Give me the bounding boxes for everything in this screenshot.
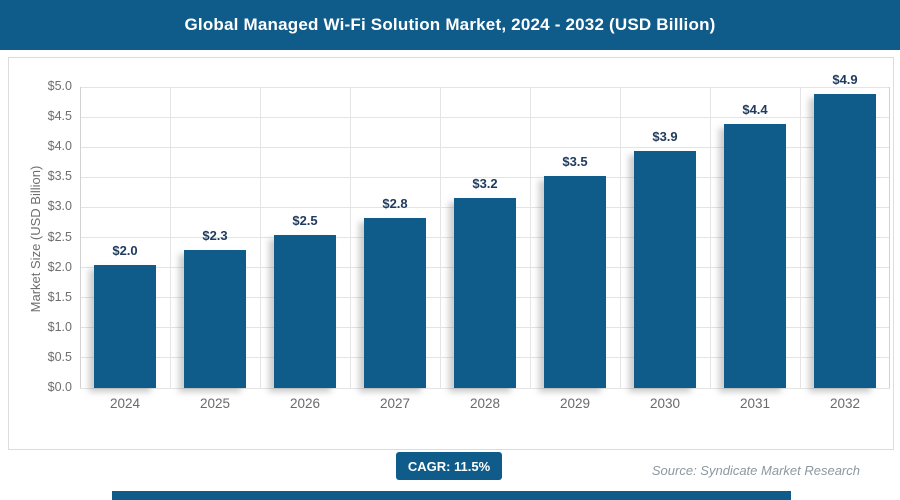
y-axis-tick-label: $2.5 bbox=[47, 229, 72, 244]
x-axis-label: 2030 bbox=[649, 396, 681, 411]
chart-card: Market Size (USD Billion) $0.0 $0.5 $1.0 $1… bbox=[8, 57, 894, 450]
bar-value-label: $2.8 bbox=[382, 195, 408, 211]
y-axis-tick-label: $5.0 bbox=[47, 79, 72, 93]
gridline-horizontal bbox=[80, 116, 890, 118]
y-axis-tick-label: $1.5 bbox=[47, 289, 72, 304]
bar bbox=[274, 235, 336, 388]
y-axis-tick-label: $0.0 bbox=[47, 380, 72, 394]
gridline-vertical bbox=[440, 87, 441, 388]
y-axis-tick-label: $3.0 bbox=[47, 199, 72, 214]
bar bbox=[364, 217, 426, 388]
bar-value-label: $4.4 bbox=[742, 101, 768, 117]
bar-value-label: $3.5 bbox=[562, 154, 588, 170]
bar bbox=[184, 250, 246, 388]
gridline-vertical bbox=[800, 87, 801, 388]
bar bbox=[454, 197, 516, 388]
cagr-badge: CAGR: 11.5% bbox=[396, 452, 502, 480]
gridline-vertical bbox=[80, 87, 81, 388]
x-axis-label: 2025 bbox=[199, 396, 231, 411]
gridline-vertical bbox=[620, 87, 621, 388]
y-axis-tick-label: $3.5 bbox=[47, 169, 72, 184]
source-note: Source: Syndicate Market Research bbox=[651, 463, 860, 478]
gridline-horizontal bbox=[80, 146, 890, 148]
gridline-vertical bbox=[889, 87, 890, 388]
bar-value-label: $2.0 bbox=[112, 242, 138, 258]
x-axis-label: 2026 bbox=[289, 396, 321, 411]
x-axis-label: 2032 bbox=[829, 396, 861, 411]
x-axis-label: 2029 bbox=[559, 396, 591, 411]
gridline-vertical bbox=[350, 87, 351, 388]
gridline-vertical bbox=[170, 87, 171, 388]
chart-title: Global Managed Wi-Fi Solution Market, 20… bbox=[184, 15, 716, 34]
bar-value-label: $4.9 bbox=[832, 71, 858, 87]
y-axis-tick-label: $0.5 bbox=[47, 349, 72, 364]
gridline-vertical bbox=[710, 87, 711, 388]
title-banner: Global Managed Wi-Fi Solution Market, 20… bbox=[0, 0, 900, 50]
gridline-horizontal bbox=[80, 86, 890, 88]
bar-value-label: $3.9 bbox=[652, 129, 678, 145]
bar bbox=[544, 176, 606, 388]
gridline-horizontal bbox=[80, 387, 890, 389]
x-axis-label: 2031 bbox=[739, 396, 771, 411]
x-axis-label: 2027 bbox=[379, 396, 411, 411]
bar-value-label: $3.2 bbox=[472, 175, 498, 191]
x-axis-label: 2024 bbox=[109, 396, 141, 411]
x-axis-label: 2028 bbox=[469, 396, 501, 411]
y-axis-tick-label: $2.0 bbox=[47, 259, 72, 274]
gridline-vertical bbox=[530, 87, 531, 388]
bar bbox=[634, 151, 696, 388]
bar bbox=[814, 93, 876, 388]
plot-area: $0.0 $0.5 $1.0 $1.5 $2.0 $2.5 $3.0 $3.5 $4.0 $4.5… bbox=[48, 72, 890, 411]
bar-value-label: $2.5 bbox=[292, 213, 318, 229]
y-axis-tick-label: $4.5 bbox=[47, 109, 72, 124]
bar bbox=[94, 264, 156, 388]
gridline-horizontal bbox=[80, 176, 890, 178]
gridline-vertical bbox=[260, 87, 261, 388]
cagr-badge-label: CAGR: 11.5% bbox=[407, 458, 491, 474]
bar-value-label: $2.3 bbox=[202, 228, 228, 244]
y-axis-tick-label: $1.0 bbox=[47, 319, 72, 334]
footer-strip bbox=[112, 491, 791, 500]
y-axis-tick-label: $4.0 bbox=[47, 139, 72, 154]
bar bbox=[724, 123, 786, 388]
